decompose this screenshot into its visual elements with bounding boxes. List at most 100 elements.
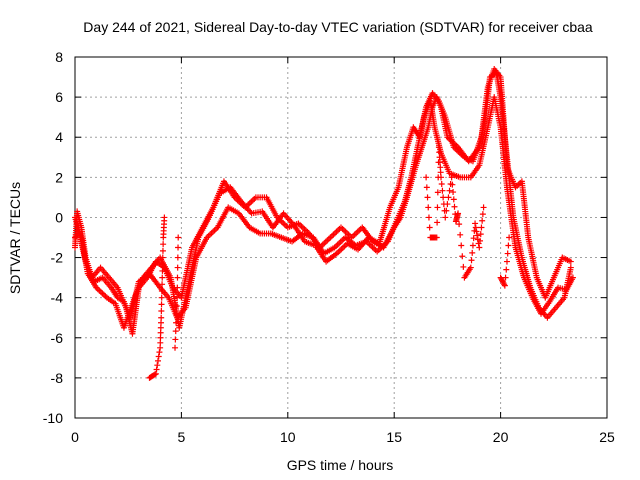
data-point bbox=[175, 234, 182, 241]
data-point bbox=[472, 224, 479, 231]
data-point bbox=[174, 254, 181, 261]
data-point bbox=[473, 228, 480, 235]
data-point bbox=[449, 181, 456, 188]
y-tick-label: 2 bbox=[55, 169, 63, 185]
data-point bbox=[159, 281, 166, 288]
data-point bbox=[567, 258, 574, 265]
chart-title: Day 244 of 2021, Sidereal Day-to-day VTE… bbox=[83, 19, 593, 35]
data-point bbox=[173, 319, 180, 326]
x-tick-label: 25 bbox=[599, 429, 615, 445]
data-point bbox=[435, 144, 442, 151]
data-point bbox=[161, 214, 168, 221]
x-tick-label: 20 bbox=[493, 429, 509, 445]
grid-lines bbox=[75, 57, 607, 418]
data-point bbox=[436, 159, 443, 166]
data-point bbox=[440, 194, 447, 201]
data-point bbox=[157, 344, 164, 351]
data-point bbox=[455, 210, 462, 217]
data-point bbox=[474, 232, 481, 239]
data-point bbox=[445, 194, 452, 201]
x-tick-label: 15 bbox=[386, 429, 402, 445]
data-point bbox=[468, 257, 475, 264]
y-tick-label: 0 bbox=[55, 209, 63, 225]
data-point bbox=[424, 194, 431, 201]
y-tick-label: -6 bbox=[51, 330, 64, 346]
data-point bbox=[478, 224, 485, 231]
data-point bbox=[439, 187, 446, 194]
data-point bbox=[438, 181, 445, 188]
data-point bbox=[172, 344, 179, 351]
y-tick-label: -8 bbox=[51, 370, 64, 386]
data-point bbox=[434, 189, 441, 196]
data-point bbox=[158, 308, 165, 315]
data-point bbox=[448, 174, 455, 181]
data-point bbox=[152, 370, 159, 377]
data-point bbox=[459, 253, 466, 260]
data-point bbox=[450, 189, 457, 196]
y-tick-label: 8 bbox=[55, 49, 63, 65]
data-point bbox=[501, 281, 508, 288]
data-point bbox=[451, 203, 458, 210]
data-point bbox=[158, 314, 165, 321]
data-point bbox=[503, 258, 510, 265]
data-point bbox=[446, 187, 453, 194]
y-tick-label: 6 bbox=[55, 89, 63, 105]
y-tick-label: -10 bbox=[43, 410, 63, 426]
data-point bbox=[153, 366, 160, 373]
data-point bbox=[569, 274, 576, 281]
data-point bbox=[433, 234, 440, 241]
data-point bbox=[425, 204, 432, 211]
x-axis-label: GPS time / hours bbox=[287, 457, 394, 473]
data-point bbox=[503, 266, 510, 273]
data-point bbox=[438, 174, 445, 181]
data-point bbox=[160, 241, 167, 248]
data-point bbox=[444, 201, 451, 208]
data-marks bbox=[72, 66, 576, 381]
data-point bbox=[173, 311, 180, 318]
data-point bbox=[175, 244, 182, 251]
data-point bbox=[436, 154, 443, 161]
data-point bbox=[159, 261, 166, 268]
data-point bbox=[426, 224, 433, 231]
data-point bbox=[450, 196, 457, 203]
data-point bbox=[158, 301, 165, 308]
y-tick-label: 4 bbox=[55, 129, 63, 145]
data-point bbox=[436, 149, 443, 156]
data-point bbox=[434, 219, 441, 226]
data-point bbox=[159, 267, 166, 274]
data-point bbox=[157, 324, 164, 331]
data-point bbox=[157, 334, 164, 341]
data-point bbox=[174, 294, 181, 301]
data-point bbox=[476, 244, 483, 251]
data-point bbox=[477, 231, 484, 238]
y-axis-label: SDTVAR / TECUs bbox=[7, 182, 23, 294]
data-point bbox=[505, 242, 512, 249]
data-point bbox=[470, 235, 477, 242]
data-point bbox=[159, 274, 166, 281]
data-point bbox=[159, 247, 166, 254]
data-point bbox=[155, 353, 162, 360]
data-point bbox=[472, 220, 479, 227]
data-point bbox=[457, 231, 464, 238]
data-point bbox=[157, 329, 164, 336]
data-point bbox=[158, 319, 165, 326]
data-point bbox=[443, 207, 450, 214]
data-point bbox=[479, 217, 486, 224]
data-point bbox=[434, 204, 441, 211]
data-point bbox=[154, 357, 161, 364]
x-tick-label: 5 bbox=[178, 429, 186, 445]
data-point bbox=[460, 263, 467, 270]
data-point bbox=[174, 264, 181, 271]
data-point bbox=[480, 204, 487, 211]
data-point bbox=[423, 174, 430, 181]
data-point bbox=[425, 214, 432, 221]
data-point bbox=[442, 214, 449, 221]
data-point bbox=[157, 339, 164, 346]
data-point bbox=[172, 328, 179, 335]
data-point bbox=[151, 371, 158, 378]
data-point bbox=[174, 274, 181, 281]
data-point bbox=[501, 282, 508, 289]
x-tick-label: 10 bbox=[280, 429, 296, 445]
data-point bbox=[504, 250, 511, 257]
data-point bbox=[467, 264, 474, 271]
